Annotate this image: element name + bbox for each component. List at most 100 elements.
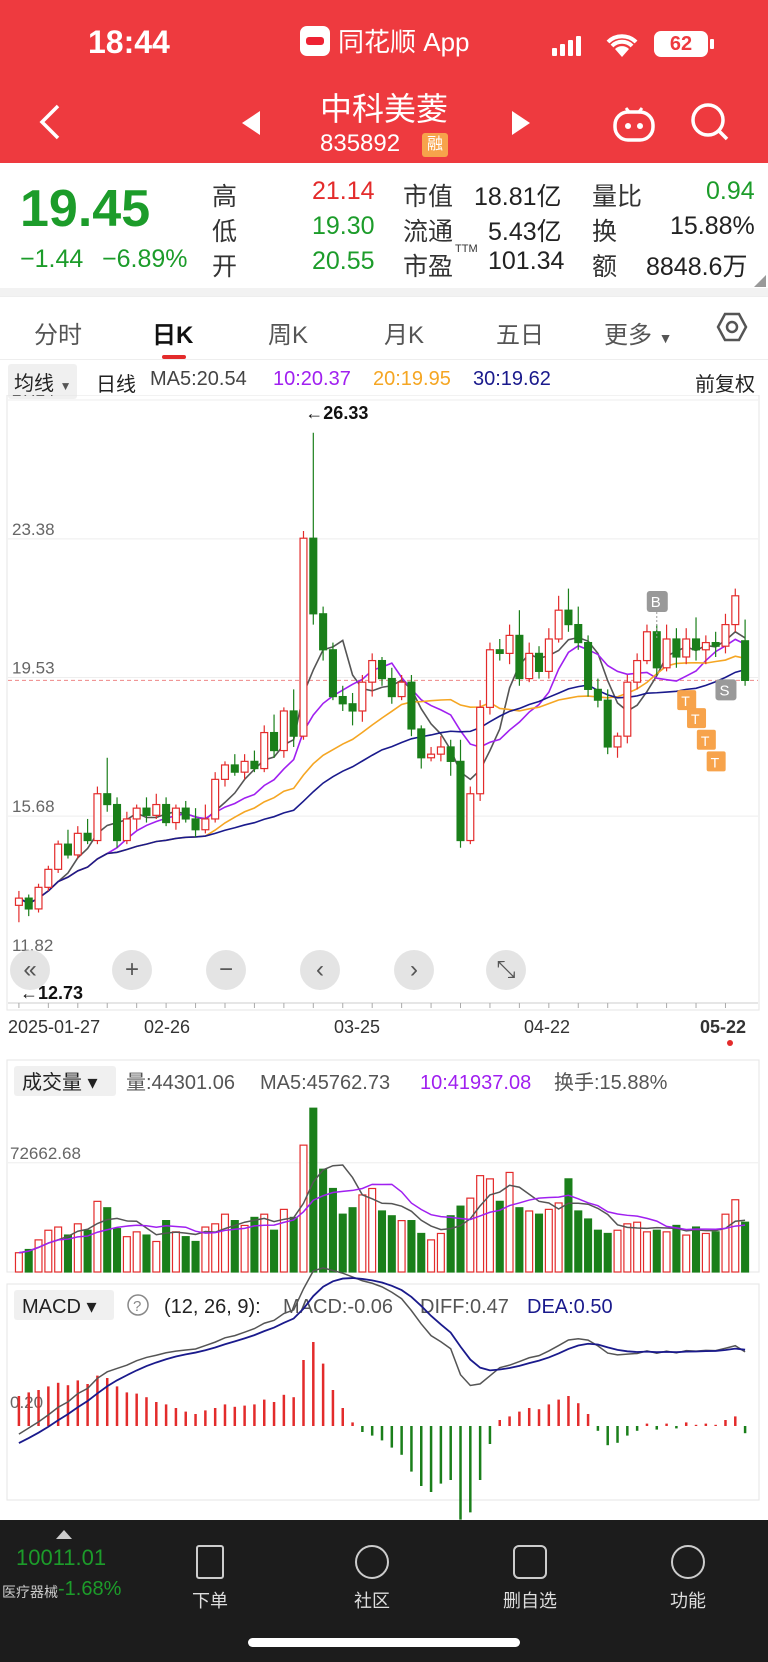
margin-badge: 融 [422, 133, 448, 157]
battery-tip [710, 39, 714, 49]
ma30-legend: 30:19.62 [473, 368, 551, 390]
candle-body [113, 803, 122, 842]
volume-bar [476, 1175, 485, 1273]
volume-bar [270, 1229, 279, 1273]
tab-week-k[interactable]: 周K [268, 322, 309, 349]
low-value: 19.30 [312, 212, 375, 240]
x-tick-label: 2025-01-27 [8, 1017, 100, 1037]
tab-more[interactable]: 更多 ▼ [604, 315, 673, 350]
battery-icon: 62 [654, 31, 708, 57]
candle-body [319, 613, 328, 651]
candle-body [515, 634, 524, 680]
candle-body [603, 699, 612, 748]
candle-body [407, 681, 416, 730]
buy-marker-label: B [651, 594, 661, 611]
candle-body [250, 760, 259, 770]
candle-body [142, 807, 151, 816]
volume-y-label: 72662.68 [10, 1144, 81, 1163]
ma10-legend: 10:20.37 [273, 368, 351, 390]
volume-bar [593, 1229, 602, 1273]
volume-bar [14, 1252, 23, 1273]
candle-body [642, 631, 651, 662]
volume-bar [446, 1215, 455, 1273]
candle-body [456, 760, 465, 842]
prev-stock-icon[interactable] [240, 110, 262, 136]
volume-bar [103, 1207, 112, 1273]
candle-body [485, 649, 494, 708]
candle-body [377, 659, 387, 680]
ma20-line [18, 655, 746, 905]
candle-body [554, 609, 563, 640]
chart-area[interactable]: 27.2423.3819.5315.6811.82←26.33←12.73BST… [0, 395, 768, 1520]
search-icon[interactable] [690, 102, 730, 142]
volume-bar [544, 1208, 553, 1273]
caret-down-icon: ▼ [59, 379, 72, 393]
candle-body [171, 807, 180, 824]
stock-code: 835892 [320, 130, 401, 157]
rewind-control[interactable]: « [10, 950, 50, 990]
robot-icon[interactable] [612, 104, 656, 142]
volume-bar [191, 1240, 200, 1273]
nav-community[interactable]: 社区 [332, 1545, 412, 1613]
volume-bar [662, 1231, 671, 1273]
next-stock-icon[interactable] [510, 110, 532, 136]
tab-month-k[interactable]: 月K [384, 322, 425, 349]
volume-bar [73, 1223, 82, 1273]
candle-body [613, 735, 622, 748]
candle-body [741, 640, 750, 681]
tab-five-day[interactable]: 五日 [496, 322, 544, 349]
volume-bar [515, 1207, 524, 1273]
x-tick-label: 05-22 [700, 1017, 746, 1037]
settings-hex-icon[interactable] [716, 311, 748, 343]
zoom-in-control[interactable]: + [112, 950, 152, 990]
candle-body [260, 731, 269, 770]
candle-body [83, 832, 92, 842]
indicator-selector[interactable]: 均线 ▼ [8, 364, 78, 399]
tab-intraday[interactable]: 分时 [34, 322, 82, 349]
macd-selector-label: MACD ▾ [22, 1296, 96, 1318]
volume-bar [181, 1236, 190, 1273]
volume-bar [574, 1210, 583, 1273]
candle-body [63, 843, 73, 856]
volume-bar [417, 1232, 426, 1273]
expand-corner-icon[interactable] [754, 275, 766, 287]
ma20-legend: 20:19.95 [373, 368, 451, 390]
index-value[interactable]: 10011.01 [16, 1545, 107, 1570]
candle-body [662, 638, 671, 669]
back-icon[interactable] [38, 104, 62, 140]
tab-day-k[interactable]: 日K [152, 322, 194, 349]
volume-bar [220, 1213, 230, 1273]
volume-bar [162, 1220, 171, 1273]
period-tabs: 分时 日K 周K 月K 五日 更多 ▼ [0, 296, 768, 360]
adjust-mode[interactable]: 前复权 [695, 374, 755, 396]
document-icon [196, 1545, 224, 1579]
volume-bar [54, 1226, 63, 1273]
volume-bar [377, 1210, 387, 1273]
amount-label: 额 [592, 253, 618, 281]
zoom-out-control[interactable]: − [206, 950, 246, 990]
macd-selector[interactable] [14, 1290, 114, 1320]
volume-ma5-line [18, 1164, 746, 1254]
t-marker [706, 751, 726, 772]
candle-body [270, 731, 279, 752]
today-dot [727, 1040, 733, 1046]
scroll-right-control[interactable]: › [394, 950, 434, 990]
fullscreen-control[interactable]: ⤡ [486, 950, 526, 990]
nav-functions[interactable]: 功能 [648, 1545, 728, 1613]
candle-body [427, 753, 436, 759]
volume-bar [230, 1220, 239, 1273]
candle-body [564, 609, 573, 626]
scroll-left-control[interactable]: ‹ [300, 950, 340, 990]
t-marker-label: T [701, 733, 710, 749]
volume-bar [613, 1229, 622, 1273]
candle-body [230, 764, 239, 773]
nav-remove-watchlist[interactable]: 删自选 [490, 1545, 570, 1613]
volume-bar [652, 1229, 661, 1273]
price-change: −1.44 [20, 245, 84, 273]
mcap-value: 18.81亿 [474, 183, 562, 211]
candle-body [14, 897, 23, 906]
dea-line [18, 1277, 746, 1444]
candle-body [279, 710, 288, 752]
volume-selector[interactable] [14, 1066, 116, 1096]
nav-order[interactable]: 下单 [170, 1545, 250, 1613]
